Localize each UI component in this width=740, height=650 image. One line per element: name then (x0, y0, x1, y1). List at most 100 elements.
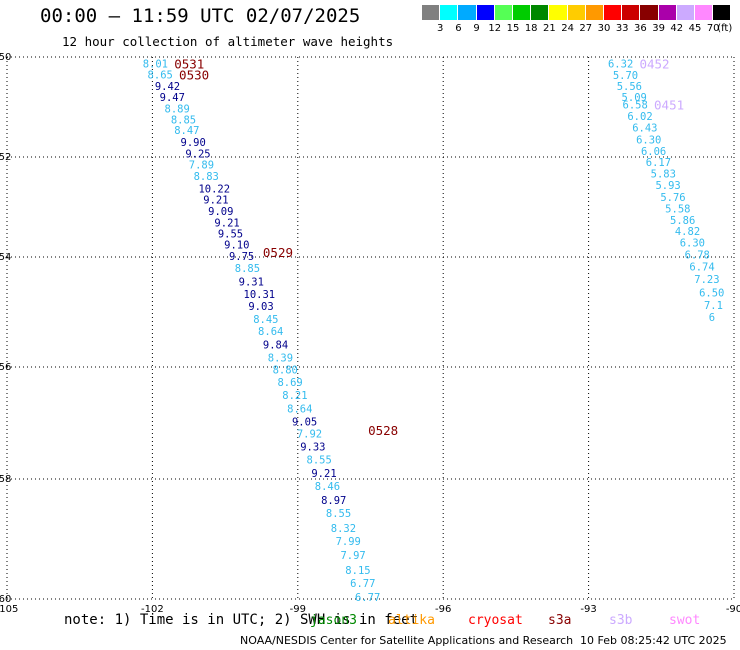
wave-height-value: 8.65 (148, 70, 173, 82)
wave-height-value: 9.42 (155, 81, 180, 93)
colorbar-tick-label: 3 (437, 23, 444, 34)
wave-height-value: 9.31 (239, 276, 264, 288)
pass-time-label: 0531 (174, 57, 204, 72)
colorbar-tick-label: 42 (670, 23, 684, 34)
wave-height-value: 5.76 (660, 192, 685, 204)
wave-height-value: 9.47 (160, 92, 185, 104)
colorbar-tick-label: 9 (473, 23, 480, 34)
colorbar-tick-label: 70 (706, 23, 720, 34)
wave-height-value: 5.09 (622, 92, 647, 104)
colorbar-swatch (476, 5, 495, 20)
wave-height-value: 6.32 (608, 59, 633, 71)
wave-height-value: 8.83 (194, 171, 219, 183)
mission-legend-item: cryosat (468, 613, 523, 628)
pass-time-label: 0530 (179, 68, 209, 83)
colorbar-tick-label: 6 (455, 23, 462, 34)
colorbar-tick-label: 27 (579, 23, 593, 34)
wave-height-value: 6.43 (632, 123, 657, 135)
longitude-label: -90 (726, 604, 740, 615)
colorbar-tick-label: 45 (688, 23, 702, 34)
wave-height-value: 8.64 (258, 326, 283, 338)
colorbar-tick-label: 12 (488, 23, 502, 34)
colorbar-swatch (622, 5, 641, 20)
wave-height-value: 9.33 (300, 442, 325, 454)
wave-height-value: 10.22 (198, 184, 230, 196)
pass-time-label: 0528 (368, 423, 398, 438)
latitude-label: -50 (0, 52, 11, 63)
colorbar-tick-label: 15 (506, 23, 520, 34)
wave-height-value: 6.77 (350, 578, 375, 590)
colorbar-swatch (676, 5, 695, 20)
latitude-label: -52 (0, 152, 11, 163)
colorbar-tick-label: 24 (561, 23, 574, 34)
wave-height-value: 6.50 (699, 287, 724, 299)
wave-height-value: 8.46 (315, 481, 340, 493)
wave-height-value: 9.55 (218, 229, 243, 241)
wave-height-value: 8.32 (331, 523, 356, 535)
wave-height-value: 5.93 (655, 180, 680, 192)
wave-height-value: 6.02 (627, 111, 652, 123)
mission-legend-item: s3a (548, 613, 572, 628)
latitude-label: -58 (0, 474, 11, 485)
longitude-label: -99 (290, 604, 306, 615)
longitude-label: -105 (0, 604, 18, 615)
wave-height-value: 9.21 (311, 468, 336, 480)
colorbar-swatch (604, 5, 623, 20)
wave-height-value: 9.90 (181, 137, 206, 149)
wave-height-value: 7.97 (340, 550, 365, 562)
wave-height-value: 6 (709, 312, 715, 324)
wave-height-value: 7.99 (336, 536, 361, 548)
wave-height-value: 7.23 (694, 274, 719, 286)
wave-height-value: 6.58 (623, 100, 648, 112)
wave-height-value: 8.55 (326, 508, 351, 520)
credit-line: NOAA/NESDIS Center for Satellite Applica… (240, 634, 574, 647)
wave-height-value: 8.85 (171, 115, 196, 127)
latitude-label: -56 (0, 362, 11, 373)
wave-height-value: 7.1 (704, 300, 723, 312)
wave-height-value: 5.70 (613, 70, 638, 82)
colorbar-tick-label: 30 (597, 23, 611, 34)
wave-height-value: 10.31 (244, 289, 276, 301)
wave-height-value: 5.58 (665, 204, 690, 216)
generation-timestamp: 10 Feb 08:25:42 UTC 2025 (580, 634, 727, 647)
wave-height-value: 8.89 (165, 104, 190, 116)
wave-height-value: 8.01 (143, 59, 168, 71)
mission-legend-item: altika (388, 613, 435, 628)
wave-height-value: 6.06 (641, 146, 666, 158)
wave-height-value: 8.97 (321, 495, 346, 507)
map-subtitle: 12 hour collection of altimeter wave hei… (62, 34, 394, 49)
colorbar-unit: (ft) (717, 23, 733, 34)
latitude-label: -54 (0, 252, 11, 263)
colorbar-swatch (513, 5, 532, 20)
wave-height-value: 4.82 (675, 226, 700, 238)
colorbar-swatch (549, 5, 568, 20)
wave-height-value: 9.84 (263, 340, 288, 352)
colorbar-swatch (567, 5, 586, 20)
wave-height-value: 8.69 (277, 377, 302, 389)
colorbar-swatch (585, 5, 604, 20)
wave-height-value: 9.03 (248, 301, 273, 313)
wave-height-value: 8.47 (174, 125, 199, 137)
mission-legend-item: jason3 (310, 613, 357, 628)
colorbar-swatch (422, 5, 441, 20)
wave-height-value: 8.15 (345, 565, 370, 577)
footer-note: note: 1) Time is in UTC; 2) SWH is in fe… (64, 612, 419, 628)
wave-height-value: 9.10 (224, 240, 249, 252)
colorbar-tick-label: 36 (634, 23, 647, 34)
colorbar-swatch (658, 5, 677, 20)
pass-time-label: 0452 (639, 57, 669, 72)
wave-height-value: 9.75 (229, 251, 254, 263)
latitude-label: -60 (0, 594, 11, 605)
colorbar-tick-label: 39 (652, 23, 665, 34)
wave-height-value: 8.45 (253, 314, 278, 326)
pass-time-label: 0451 (654, 98, 684, 113)
map-title: 00:00 – 11:59 UTC 02/07/2025 (40, 5, 361, 27)
wave-height-value: 8.80 (273, 364, 298, 376)
wave-height-value: 9.25 (185, 149, 210, 161)
longitude-label: -96 (435, 604, 451, 615)
wave-height-value: 6.78 (685, 250, 710, 262)
wave-height-value: 6.74 (689, 262, 714, 274)
longitude-label: -93 (580, 604, 596, 615)
colorbar-tick-label: 21 (543, 23, 556, 34)
